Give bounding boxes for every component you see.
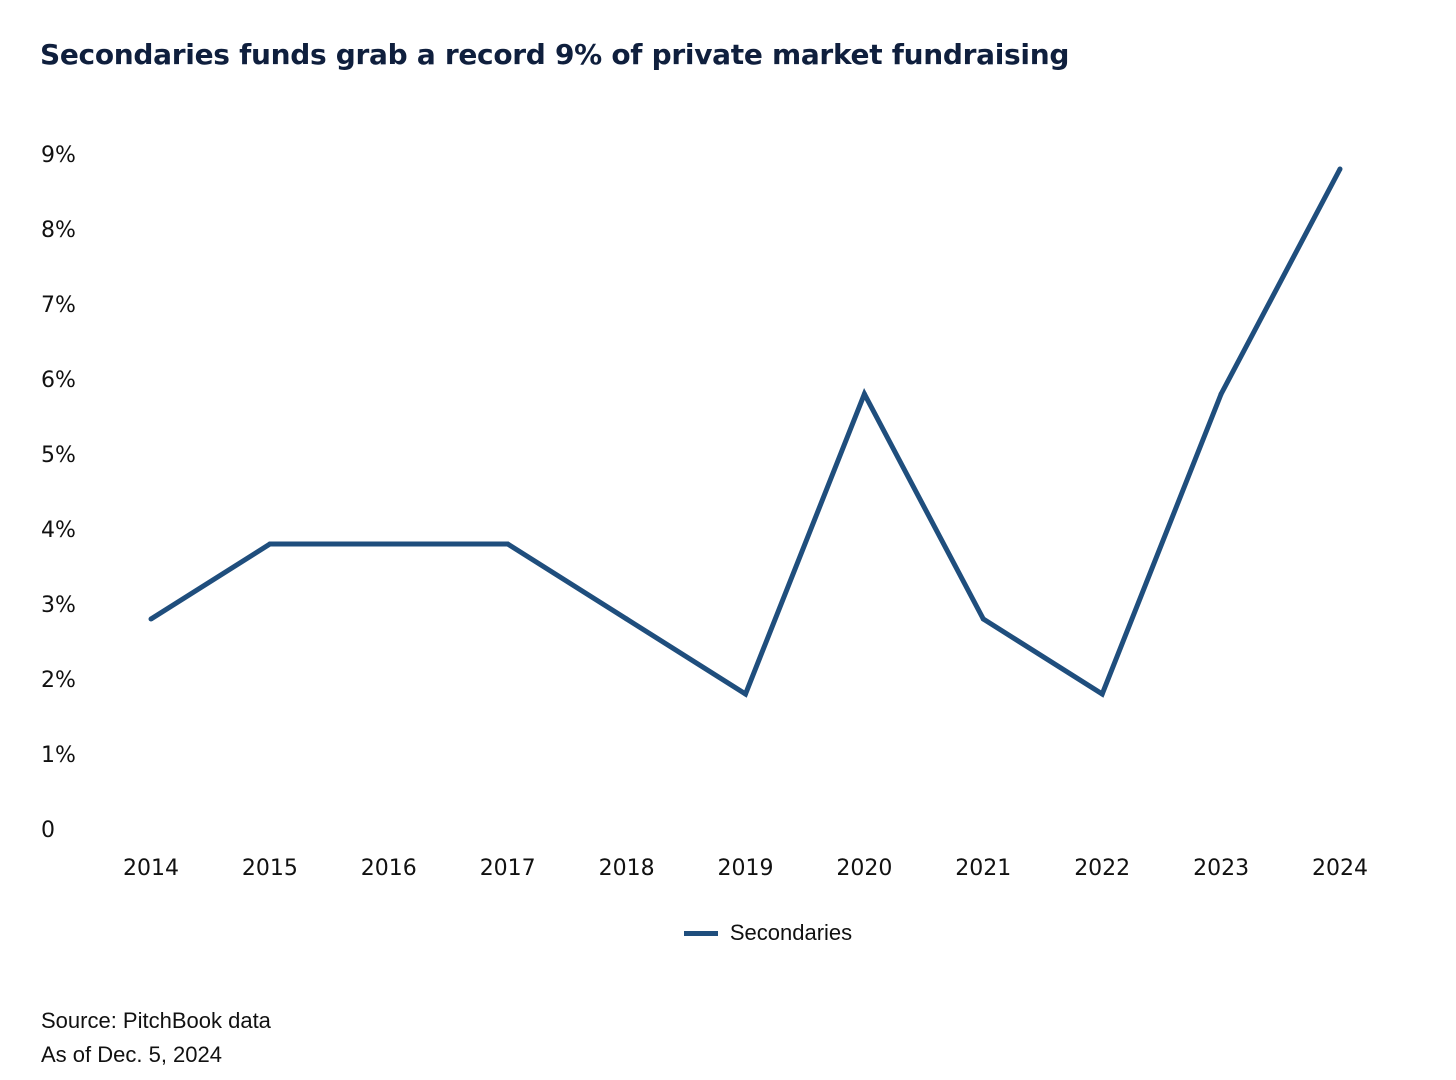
x-axis: 2014 2015 2016 2017 2018 2019 2020 2021 2022 2023… — [123, 856, 1368, 881]
x-tick-label: 2014 — [123, 856, 179, 881]
y-tick-label: 3% — [41, 593, 76, 618]
y-tick-label: 9% — [41, 143, 76, 168]
y-tick-label: 1% — [41, 743, 76, 768]
y-tick-label: 7% — [41, 293, 76, 318]
data-point[interactable] — [148, 616, 154, 622]
x-tick-label: 2019 — [718, 856, 774, 881]
legend-item-secondaries[interactable]: Secondaries — [683, 920, 853, 946]
data-point[interactable] — [861, 391, 867, 397]
x-tick-label: 2017 — [480, 856, 536, 881]
data-point[interactable] — [980, 616, 986, 622]
y-axis: 0 1% 2% 3% 4% 5% 6% 7% 8% 9% — [41, 143, 76, 843]
y-tick-label: 6% — [41, 368, 76, 393]
legend-label: Secondaries — [729, 920, 853, 945]
series-layer — [148, 166, 1343, 698]
data-point[interactable] — [1099, 691, 1105, 697]
source-note: Source: PitchBook data — [41, 1008, 271, 1033]
data-point[interactable] — [386, 541, 392, 547]
data-point[interactable] — [743, 691, 748, 697]
x-tick-label: 2018 — [599, 856, 655, 881]
y-tick-label: 0 — [41, 818, 55, 843]
x-tick-label: 2022 — [1074, 856, 1130, 881]
data-point[interactable] — [267, 541, 273, 547]
y-tick-label: 2% — [41, 668, 76, 693]
x-tick-label: 2023 — [1193, 856, 1249, 881]
data-point[interactable] — [1218, 391, 1224, 397]
as-of-note: As of Dec. 5, 2024 — [41, 1042, 222, 1067]
y-tick-label: 8% — [41, 218, 76, 243]
chart-title: Secondaries funds grab a record 9% of pr… — [40, 38, 1070, 71]
x-tick-label: 2021 — [955, 856, 1011, 881]
x-tick-label: 2016 — [361, 856, 417, 881]
x-tick-label: 2020 — [836, 856, 892, 881]
x-tick-label: 2015 — [242, 856, 298, 881]
legend-swatch — [683, 930, 718, 936]
data-point[interactable] — [624, 616, 630, 622]
data-point[interactable] — [1337, 166, 1343, 172]
y-tick-label: 5% — [41, 443, 76, 468]
x-tick-label: 2024 — [1312, 856, 1368, 881]
legend: Secondaries — [0, 920, 1456, 946]
data-point[interactable] — [505, 541, 511, 547]
y-tick-label: 4% — [41, 518, 76, 543]
series-line-secondaries[interactable] — [149, 167, 1343, 698]
